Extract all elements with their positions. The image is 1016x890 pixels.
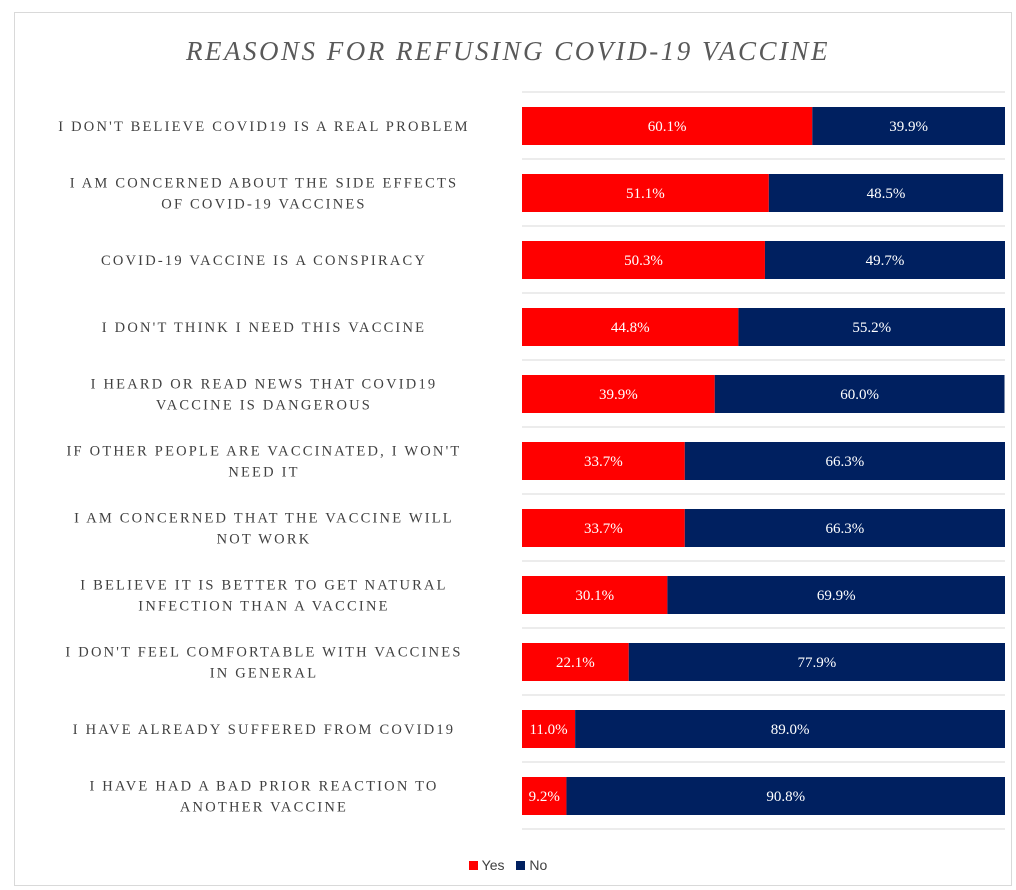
- data-label-no-10: 89.0%: [771, 722, 810, 738]
- data-label-no-3: 49.7%: [866, 253, 905, 269]
- category-label-9: I DON'T FEEL COMFORTABLE WITH VACCINES: [65, 645, 462, 661]
- bar-yes-9: [522, 643, 629, 681]
- legend-label-no: No: [529, 857, 548, 873]
- category-label-4: I DON'T THINK I NEED THIS VACCINE: [102, 320, 426, 336]
- bar-no-10: [575, 710, 1005, 748]
- bar-yes-4: [522, 308, 739, 346]
- bar-no-11: [566, 777, 1005, 815]
- category-label-1: I DON'T BELIEVE COVID19 IS A REAL PROBLE…: [58, 119, 469, 135]
- legend-item-no: No: [516, 857, 547, 873]
- data-label-no-4: 55.2%: [852, 320, 891, 336]
- category-label-6: NEED IT: [228, 465, 299, 481]
- bar-no-7: [684, 509, 1005, 547]
- data-label-yes-8: 30.1%: [575, 588, 614, 604]
- data-label-no-9: 77.9%: [797, 655, 836, 671]
- bar-no-6: [684, 442, 1005, 480]
- bar-no-1: [812, 107, 1005, 145]
- data-label-no-11: 90.8%: [766, 789, 805, 805]
- bar-yes-1: [522, 107, 813, 145]
- legend: Yes No: [0, 857, 1016, 873]
- bar-yes-10: [522, 710, 576, 748]
- data-label-yes-5: 39.9%: [599, 387, 638, 403]
- category-label-2: I AM CONCERNED ABOUT THE SIDE EFFECTS: [70, 176, 459, 192]
- bar-no-2: [768, 174, 1004, 212]
- legend-item-yes: Yes: [468, 857, 505, 873]
- bar-no-4: [738, 308, 1005, 346]
- bar-yes-8: [522, 576, 668, 614]
- data-label-yes-4: 44.8%: [611, 320, 650, 336]
- category-label-2: OF COVID-19 VACCINES: [161, 197, 366, 213]
- data-label-yes-9: 22.1%: [556, 655, 595, 671]
- bar-no-5: [714, 375, 1005, 413]
- category-label-5: I HEARD OR READ NEWS THAT COVID19: [91, 377, 438, 393]
- bar-no-9: [628, 643, 1005, 681]
- data-label-no-7: 66.3%: [826, 521, 865, 537]
- data-label-no-1: 39.9%: [889, 119, 928, 135]
- category-label-8: INFECTION THAN A VACCINE: [138, 599, 389, 615]
- category-label-9: IN GENERAL: [210, 666, 319, 682]
- category-label-10: I HAVE ALREADY SUFFERED FROM COVID19: [73, 722, 456, 738]
- legend-swatch-yes: [468, 861, 478, 870]
- category-label-5: VACCINE IS DANGEROUS: [156, 398, 372, 414]
- data-label-yes-3: 50.3%: [624, 253, 663, 269]
- data-label-no-2: 48.5%: [867, 186, 906, 202]
- legend-swatch-no: [516, 861, 526, 870]
- data-label-yes-10: 11.0%: [529, 722, 567, 738]
- data-label-no-8: 69.9%: [817, 588, 856, 604]
- chart-title: REASONS FOR REFUSING COVID-19 VACCINE: [186, 36, 830, 66]
- category-label-7: I AM CONCERNED THAT THE VACCINE WILL: [74, 511, 454, 527]
- data-label-yes-7: 33.7%: [584, 521, 623, 537]
- data-label-yes-2: 51.1%: [626, 186, 665, 202]
- category-label-7: NOT WORK: [217, 532, 312, 548]
- category-label-11: ANOTHER VACCINE: [180, 800, 348, 816]
- bar-yes-3: [522, 241, 765, 279]
- data-label-yes-6: 33.7%: [584, 454, 623, 470]
- bar-yes-7: [522, 509, 685, 547]
- bar-yes-2: [522, 174, 769, 212]
- category-label-3: COVID-19 VACCINE IS A CONSPIRACY: [101, 253, 427, 269]
- bar-yes-11: [522, 777, 567, 815]
- category-label-11: I HAVE HAD A BAD PRIOR REACTION TO: [89, 779, 438, 795]
- bar-yes-5: [522, 375, 715, 413]
- bar-no-8: [667, 576, 1005, 614]
- data-label-yes-11: 9.2%: [529, 789, 560, 805]
- legend-label-yes: Yes: [481, 857, 505, 873]
- data-label-yes-1: 60.1%: [648, 119, 687, 135]
- category-label-8: I BELIEVE IT IS BETTER TO GET NATURAL: [80, 578, 448, 594]
- data-label-no-6: 66.3%: [826, 454, 865, 470]
- bar-yes-6: [522, 442, 685, 480]
- bar-no-3: [764, 241, 1005, 279]
- data-label-no-5: 60.0%: [840, 387, 879, 403]
- category-label-6: IF OTHER PEOPLE ARE VACCINATED, I WON'T: [67, 444, 462, 460]
